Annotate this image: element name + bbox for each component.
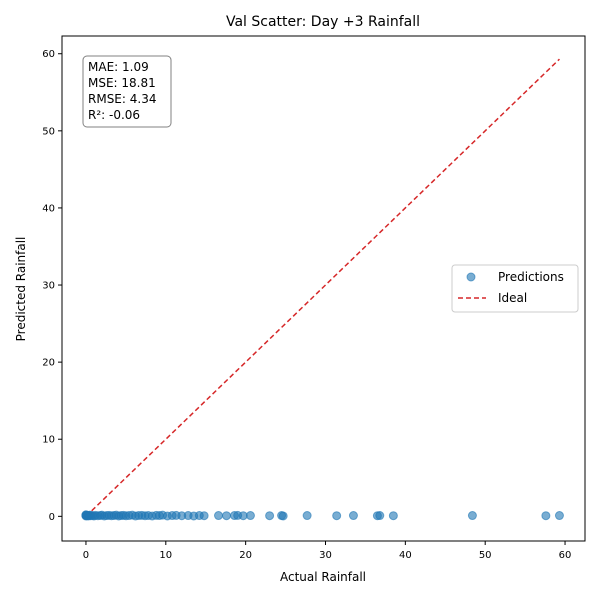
scatter-point [302,511,312,521]
scatter-point [278,511,288,521]
y-tick-label: 30 [42,281,55,292]
x-tick-label: 30 [319,550,332,561]
legend: Predictions Ideal [451,264,579,313]
legend-label-ideal: Ideal [498,291,527,305]
scatter-point [265,511,275,521]
ideal-line-layer [85,58,560,517]
y-tick-label: 0 [49,512,55,523]
stat-rmse: RMSE: 4.34 [88,92,156,106]
chart-title: Val Scatter: Day +3 Rainfall [226,14,420,30]
x-tick-label: 20 [239,550,252,561]
scatter-point [214,511,224,521]
scatter-point [388,511,398,521]
stat-mse: MSE: 18.81 [88,76,156,90]
plot-frame [61,35,586,542]
scatter-point [199,511,209,521]
x-tick-label: 60 [559,550,572,561]
y-axis-label: Predicted Rainfall [14,237,28,342]
y-tick-label: 40 [42,203,55,214]
x-axis-ticks: 0 10 20 30 40 50 60 [83,541,572,561]
scatter-point [332,511,342,521]
x-tick-label: 50 [479,550,492,561]
scatter-point [245,511,255,521]
x-tick-label: 40 [399,550,412,561]
y-tick-label: 10 [42,435,55,446]
scatter-point [375,511,385,521]
legend-label-predictions: Predictions [498,270,564,284]
y-tick-label: 50 [42,126,55,137]
stat-r2: R²: -0.06 [88,108,140,122]
x-tick-label: 0 [83,550,89,561]
scatter-points-layer [81,510,564,521]
scatter-point [221,511,231,521]
y-axis-ticks: 0 10 20 30 40 50 60 [42,49,62,523]
legend-marker-predictions [466,272,476,282]
y-tick-label: 60 [42,49,55,60]
stat-mae: MAE: 1.09 [88,60,149,74]
scatter-point [554,511,564,521]
scatter-point [541,511,551,521]
scatter-point [467,511,477,521]
y-tick-label: 20 [42,358,55,369]
stats-box-frame [82,55,172,128]
x-tick-label: 10 [159,550,172,561]
stats-box: MAE: 1.09 MSE: 18.81 RMSE: 4.34 R²: -0.0… [82,55,172,128]
scatter-point [348,511,358,521]
ideal-line [85,58,560,517]
x-axis-label: Actual Rainfall [280,570,366,584]
legend-frame [451,264,579,313]
